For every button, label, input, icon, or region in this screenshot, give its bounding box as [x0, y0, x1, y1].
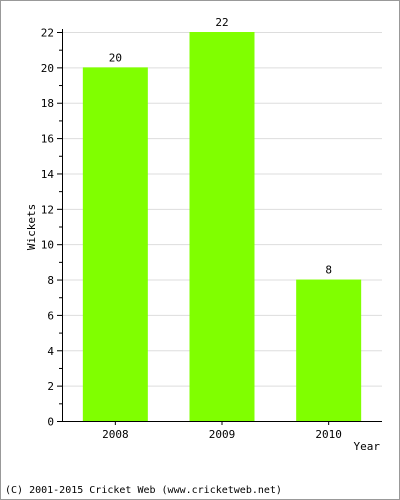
y-tick-label: 10 [41, 239, 54, 252]
y-tick-label: 14 [41, 168, 55, 181]
y-tick-labels: 0 2 4 6 8 10 12 14 16 18 20 22 [41, 27, 55, 429]
bar-chart: 0 2 4 6 8 10 12 14 16 18 20 22 2008 2009 2010 20 22 8 W… [25, 16, 382, 453]
axes [57, 29, 382, 425]
bar [82, 67, 148, 421]
x-tick-label: 2009 [209, 428, 236, 441]
y-tick-label: 2 [47, 380, 54, 393]
y-tick-label: 16 [41, 133, 54, 146]
y-tick-label: 20 [41, 62, 54, 75]
x-tick-labels: 2008 2009 2010 [102, 428, 342, 441]
y-tick-label: 18 [41, 97, 54, 110]
x-tick-label: 2010 [315, 428, 342, 441]
data-labels: 20 22 8 [109, 16, 332, 277]
x-tick-label: 2008 [102, 428, 129, 441]
y-tick-label: 8 [47, 274, 54, 287]
bars [82, 32, 362, 421]
y-tick-label: 6 [47, 309, 54, 322]
y-tick-label: 0 [47, 416, 54, 429]
bar [296, 279, 362, 421]
data-label: 22 [215, 16, 228, 29]
y-axis-label: Wickets [25, 204, 38, 250]
x-axis-label: Year [354, 440, 381, 453]
footer-credit: (C) 2001-2015 Cricket Web (www.cricketwe… [5, 485, 282, 496]
data-label: 20 [109, 51, 122, 64]
data-label: 8 [325, 264, 332, 277]
y-tick-label: 4 [47, 345, 54, 358]
y-tick-label: 12 [41, 203, 54, 216]
bar [189, 32, 255, 421]
y-tick-label: 22 [41, 27, 54, 40]
